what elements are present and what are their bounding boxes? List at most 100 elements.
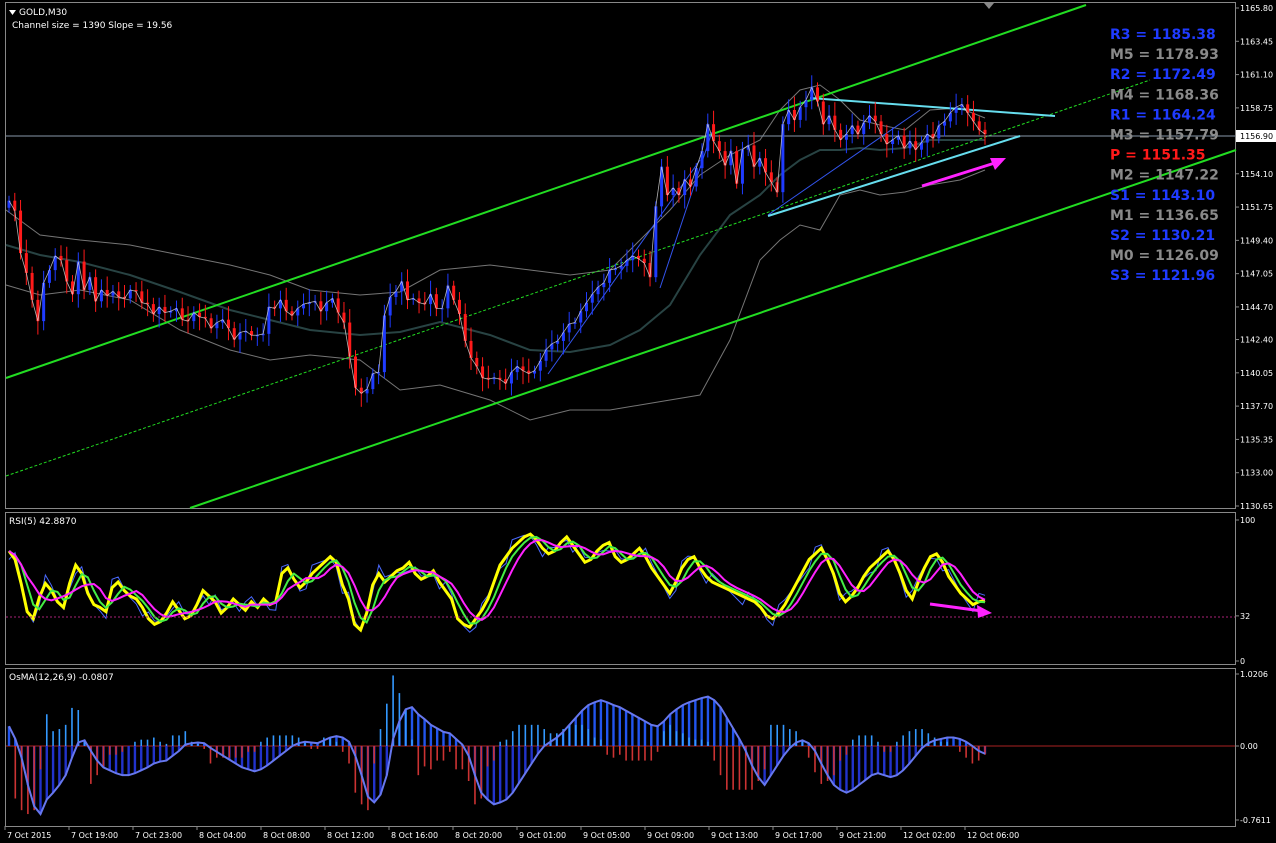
- osma-bar: [165, 746, 168, 761]
- osma-momentum-bar: [417, 746, 420, 776]
- osma-bar: [901, 746, 905, 771]
- osma-momentum-bar: [669, 724, 671, 746]
- candle: [7, 195, 11, 213]
- time-tick-label: 9 Oct 01:00: [519, 831, 566, 840]
- current-price-tag: 1156.90: [1236, 130, 1276, 142]
- channel-lower-line: [189, 149, 1237, 509]
- osma-momentum-bar: [266, 737, 268, 746]
- candle: [619, 258, 623, 280]
- candle: [758, 151, 762, 175]
- shift-marker-icon[interactable]: [984, 3, 994, 9]
- osma-momentum-bar: [480, 746, 483, 799]
- dropdown-triangle-icon[interactable]: [9, 10, 16, 15]
- candle: [729, 139, 733, 175]
- osma-momentum-bar: [83, 739, 86, 746]
- osma-momentum-bar: [877, 741, 879, 746]
- osma-bar: [7, 726, 11, 746]
- osma-momentum-bar: [392, 675, 394, 746]
- osma-bar: [39, 746, 42, 815]
- osma-bar: [593, 702, 596, 746]
- candle: [769, 160, 773, 192]
- osma-momentum-bar: [329, 737, 331, 746]
- osma-momentum-bar: [656, 746, 659, 752]
- price-tick-label: 1135.35: [1240, 435, 1273, 444]
- osma-bar: [731, 728, 735, 746]
- candle: [475, 351, 479, 375]
- osma-bar: [876, 746, 880, 774]
- osma-bar: [14, 738, 17, 746]
- candle: [400, 272, 404, 305]
- candle: [648, 250, 652, 287]
- channel-center-line: [5, 79, 1151, 477]
- candle: [896, 130, 900, 145]
- candle: [278, 290, 282, 322]
- osma-momentum-bar: [430, 746, 432, 770]
- osma-momentum-bar: [52, 731, 54, 746]
- candle: [174, 300, 178, 322]
- osma-bar: [486, 746, 489, 800]
- price-tick-label: 1161.10: [1240, 71, 1273, 80]
- osma-bar: [373, 746, 376, 803]
- osma-momentum-bar: [341, 746, 344, 752]
- candle: [533, 365, 537, 379]
- candle: [723, 141, 727, 179]
- rsi-mid-line: [8, 535, 986, 625]
- osma-bar: [511, 746, 514, 793]
- candle: [631, 242, 635, 273]
- svg-text:1156.90: 1156.90: [1240, 132, 1273, 141]
- candle: [19, 199, 23, 260]
- osma-momentum-bar: [77, 710, 80, 746]
- osma-bar: [284, 746, 288, 751]
- osma-bar: [637, 717, 640, 746]
- osma-momentum-bar: [373, 746, 376, 764]
- price-panel-frame: [5, 2, 1236, 509]
- osma-momentum-bar: [870, 735, 873, 746]
- osma-momentum-bar: [197, 743, 199, 746]
- candle: [856, 120, 860, 140]
- candle: [977, 116, 981, 135]
- osma-momentum-bar: [45, 714, 48, 746]
- candle: [688, 167, 692, 196]
- osma-momentum-bar: [826, 746, 829, 782]
- candle: [931, 122, 935, 148]
- candle: [140, 280, 144, 310]
- osma-momentum-bar: [14, 746, 17, 799]
- osma-momentum-bar: [108, 746, 111, 755]
- osma-momentum-bar: [782, 724, 785, 746]
- osma-bar: [517, 746, 521, 783]
- osma-bar: [58, 746, 61, 785]
- candle: [954, 93, 958, 125]
- osma-momentum-bar: [146, 739, 149, 746]
- candle: [712, 110, 716, 154]
- osma-momentum-bar: [153, 737, 155, 746]
- candle: [221, 309, 225, 329]
- candle: [937, 120, 941, 144]
- osma-bar: [536, 746, 540, 754]
- osma-title: OsMA(12,26,9) -0.0807: [9, 673, 114, 683]
- osma-momentum-bar: [486, 746, 489, 767]
- pivot-label: M0 = 1126.09: [1110, 248, 1219, 264]
- osma-momentum-bar: [20, 746, 23, 811]
- price-panel-header: GOLD,M30 Channel size = 1390 Slope = 19.…: [9, 3, 994, 31]
- rsi-tick-label: 0: [1240, 657, 1245, 666]
- candle: [683, 170, 687, 209]
- osma-momentum-bar: [770, 724, 772, 746]
- osma-bar: [681, 705, 684, 746]
- candle: [527, 358, 531, 383]
- osma-momentum-bar: [71, 707, 73, 746]
- osma-bar: [146, 746, 149, 768]
- candle: [544, 338, 548, 368]
- candle: [585, 292, 589, 318]
- candle: [440, 299, 444, 322]
- osma-bar: [851, 746, 854, 790]
- candle: [885, 124, 889, 158]
- osma-bar: [908, 746, 911, 764]
- osma-momentum-bar: [102, 746, 105, 767]
- rsi-slow-line: [8, 539, 986, 621]
- osma-momentum-bar: [851, 739, 854, 746]
- candle: [330, 293, 334, 308]
- osma-momentum-bar: [650, 746, 653, 761]
- candle: [515, 360, 519, 380]
- osma-momentum-bar: [707, 741, 709, 746]
